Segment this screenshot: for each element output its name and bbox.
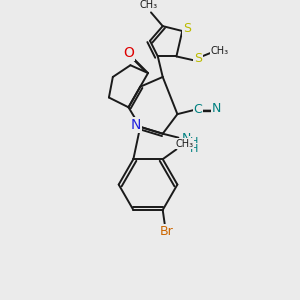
Text: N: N [212,102,221,115]
Text: O: O [123,46,134,59]
Text: S: S [194,52,202,65]
Text: H: H [190,144,198,154]
Text: S: S [183,22,191,34]
Text: C: C [194,103,202,116]
Text: CH₃: CH₃ [175,139,193,148]
Text: H: H [190,136,198,146]
Text: N: N [130,118,140,132]
Text: Br: Br [160,225,173,238]
Text: CH₃: CH₃ [140,0,158,10]
Text: N: N [182,132,191,145]
Text: CH₃: CH₃ [210,46,229,56]
